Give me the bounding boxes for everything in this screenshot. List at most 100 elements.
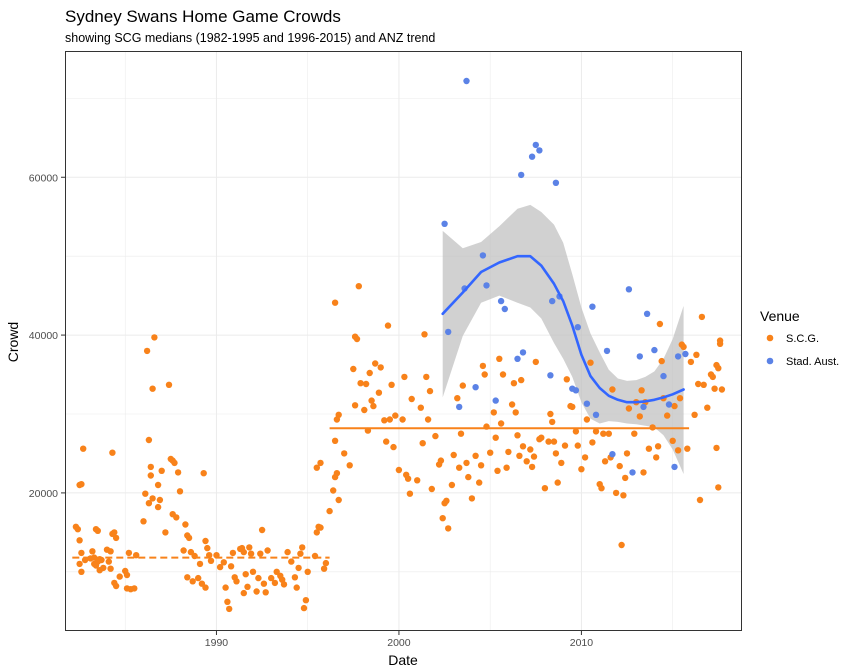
scg-point	[463, 459, 470, 467]
stad-point	[572, 387, 580, 394]
scg-point	[351, 402, 359, 409]
scg-point	[222, 584, 229, 591]
scg-point	[253, 588, 260, 595]
scg-point	[355, 283, 362, 290]
stad-point	[445, 328, 452, 336]
scg-point	[94, 527, 102, 534]
scg-point	[143, 347, 151, 355]
scg-point	[709, 373, 716, 381]
scg-point	[448, 481, 456, 489]
scg-point	[280, 581, 288, 588]
scg-point	[240, 589, 247, 597]
trend-layer	[441, 254, 685, 404]
scg-point	[718, 386, 726, 393]
scg-point	[518, 376, 525, 384]
scg-point	[631, 430, 638, 437]
scg-point	[169, 457, 176, 464]
scg-point	[696, 496, 704, 504]
scg-point	[112, 534, 120, 542]
scg-point	[353, 335, 361, 343]
scg-point	[174, 469, 182, 476]
stad-point	[547, 372, 554, 379]
scg-point	[406, 490, 414, 497]
scg-point	[487, 449, 494, 456]
scg-point	[549, 418, 556, 426]
scg-point	[341, 450, 348, 457]
scg-point	[674, 447, 682, 454]
stad-point	[660, 372, 667, 380]
scg-point	[695, 380, 702, 388]
scg-point	[479, 362, 487, 370]
scg-point	[443, 497, 450, 504]
stad-point	[574, 324, 581, 331]
scg-point	[204, 544, 211, 552]
scg-point	[616, 462, 623, 470]
scg-point	[242, 571, 249, 578]
scg-point	[581, 454, 589, 461]
stad-point	[682, 350, 689, 358]
stad-point	[583, 400, 591, 407]
scg-point	[258, 526, 266, 534]
scg-point	[370, 402, 377, 410]
scg-point	[654, 443, 662, 450]
scg-point	[476, 479, 483, 486]
scg-point	[426, 387, 434, 395]
scg-point	[295, 564, 302, 572]
scg-point	[78, 549, 85, 557]
scg-point	[322, 559, 330, 567]
scg-point	[417, 404, 424, 411]
scg-point	[445, 525, 452, 532]
scg-point	[189, 578, 196, 585]
scg-point	[78, 481, 85, 488]
scg-point	[408, 395, 415, 403]
scg-point	[195, 574, 202, 582]
scg-point	[605, 430, 612, 437]
scg-point	[676, 395, 684, 402]
scg-point	[456, 464, 463, 471]
scg-point	[547, 410, 554, 418]
data-points	[72, 77, 726, 613]
scg-point	[74, 526, 82, 533]
scg-point	[545, 438, 552, 445]
scg-point	[508, 401, 516, 408]
scg-point	[202, 584, 209, 591]
scg-point	[111, 529, 118, 536]
scg-point	[432, 432, 439, 440]
y-tick-label: 20000	[29, 488, 58, 500]
scg-point	[196, 560, 204, 568]
scg-point	[297, 550, 304, 557]
scg-point	[123, 571, 131, 579]
stad-point	[536, 147, 543, 154]
scg-point	[645, 445, 653, 452]
scg-point	[612, 489, 620, 497]
scg-point	[684, 445, 691, 452]
stad-point	[665, 401, 673, 408]
scg-point	[109, 449, 116, 456]
scg-point	[713, 444, 720, 452]
scg-point	[357, 380, 364, 387]
stad-point	[589, 303, 596, 310]
x-tick-label: 2000	[387, 637, 411, 649]
trend-ribbon	[442, 204, 684, 474]
scg-point	[247, 550, 255, 557]
scg-point	[514, 432, 521, 439]
scg-point	[618, 541, 625, 549]
scg-point	[89, 548, 96, 555]
stad-point	[514, 355, 521, 362]
stad-point	[552, 179, 560, 186]
scg-point	[636, 413, 643, 420]
scg-point	[687, 358, 695, 366]
stad-point	[651, 346, 658, 354]
scg-point	[300, 604, 308, 612]
scg-point	[499, 371, 507, 378]
scg-point	[691, 411, 698, 418]
scg-point	[229, 549, 237, 557]
scg-point	[145, 500, 153, 507]
scg-point	[653, 454, 660, 461]
scg-point	[100, 564, 107, 572]
scg-point	[454, 395, 461, 402]
scg-point	[233, 578, 240, 585]
scg-point	[133, 552, 140, 559]
stad-point	[456, 403, 463, 411]
